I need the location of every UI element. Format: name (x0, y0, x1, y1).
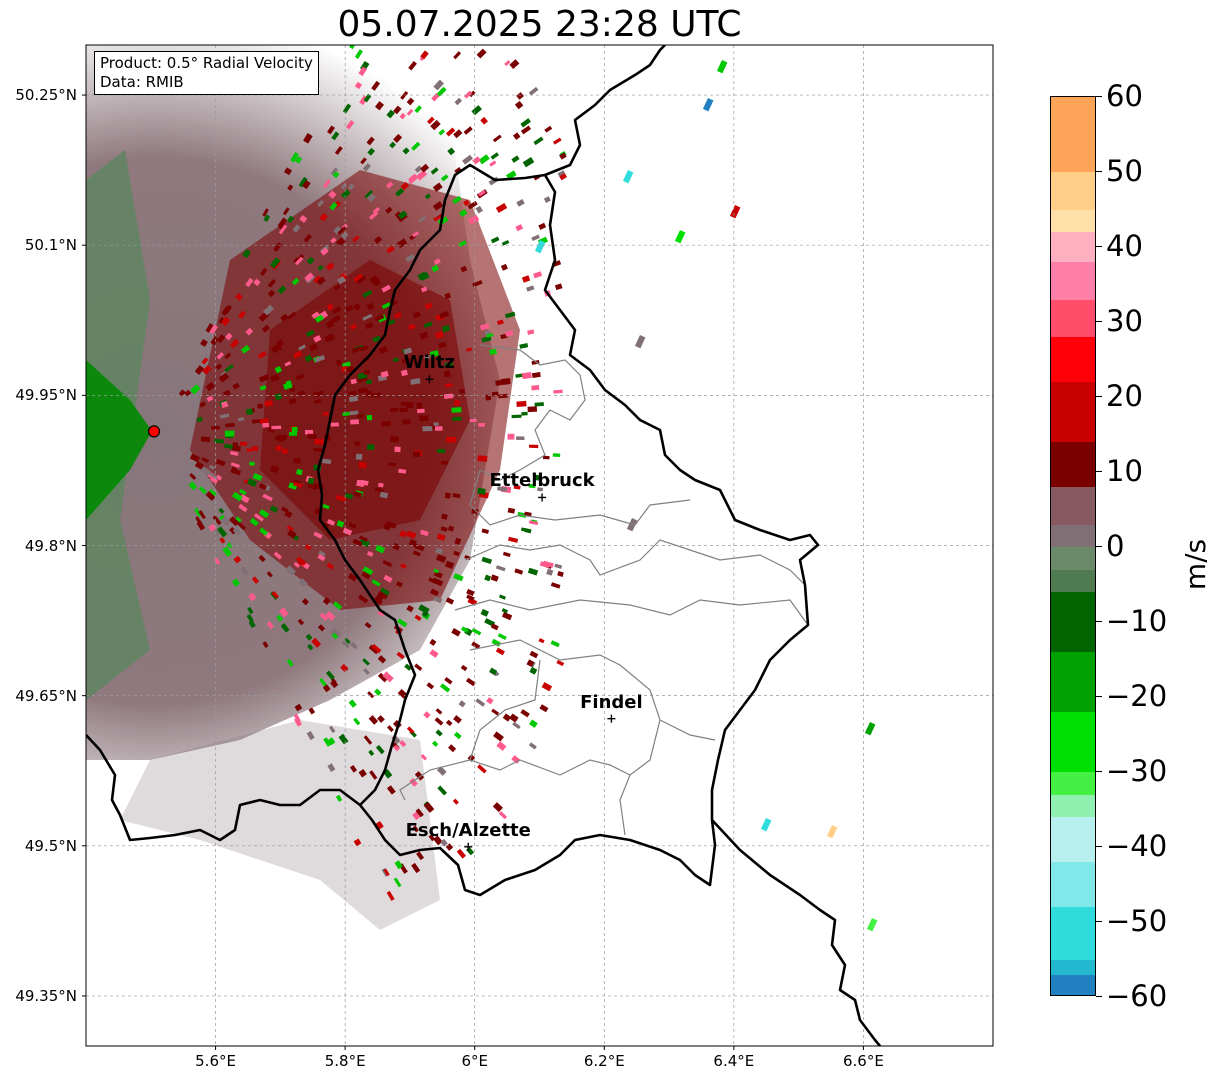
longitude-tick-label: 5.6°E (195, 1052, 236, 1070)
colorbar-segment (1051, 172, 1095, 210)
colorbar-tick-label: −40 (1106, 829, 1168, 863)
city-markers (425, 375, 616, 851)
colorbar-tick-mark (1096, 921, 1102, 922)
colorbar-segment (1051, 209, 1095, 232)
colorbar-tick-mark (1096, 546, 1102, 547)
colorbar-tick-label: 0 (1106, 529, 1125, 563)
radar-echo-layer (86, 45, 878, 932)
colorbar-segment (1051, 862, 1095, 907)
colorbar-tick-mark (1096, 396, 1102, 397)
axis-ticks (82, 94, 864, 1050)
colorbar-tick-mark (1096, 96, 1102, 97)
latitude-tick-label: 49.8°N (24, 536, 77, 555)
longitude-tick-label: 6.4°E (713, 1052, 755, 1070)
colorbar-tick-label: 30 (1106, 304, 1143, 338)
latitude-tick-label: 50.25°N (15, 86, 77, 105)
gridlines (86, 45, 993, 1046)
product-line: Product: 0.5° Radial Velocity (100, 54, 313, 72)
city-marker (464, 842, 473, 851)
colorbar-segment (1051, 959, 1095, 975)
colorbar-segment (1051, 524, 1095, 547)
colorbar-segment (1051, 712, 1095, 772)
colorbar-tick-label: −50 (1106, 904, 1168, 938)
data-source-line: Data: RMIB (100, 73, 184, 91)
colorbar-segment (1051, 569, 1095, 592)
colorbar-tick-label: −20 (1106, 679, 1168, 713)
city-marker (425, 375, 434, 384)
colorbar-segment (1051, 382, 1095, 442)
latitude-tick-label: 49.65°N (15, 686, 77, 705)
colorbar-tick-label: −60 (1106, 979, 1168, 1013)
colorbar-segment (1051, 907, 1095, 960)
colorbar-tick-mark (1096, 996, 1102, 997)
colorbar-tick-label: 20 (1106, 379, 1143, 413)
colorbar-unit-label: m/s (1179, 538, 1207, 591)
colorbar-tick-mark (1096, 771, 1102, 772)
city-label: Findel (580, 691, 643, 713)
colorbar-segment (1051, 547, 1095, 570)
border-luxembourg (316, 163, 820, 897)
colorbar-tick-label: −10 (1106, 604, 1168, 638)
colorbar-segment (1051, 262, 1095, 300)
border-belgium-france (86, 734, 361, 842)
colorbar-segment (1051, 232, 1095, 262)
city-label: Ettelbruck (489, 470, 595, 492)
latitude-tick-label: 50.1°N (24, 236, 77, 255)
colorbar-segment (1051, 817, 1095, 862)
canton-borders (399, 344, 809, 836)
colorbar-tick-mark (1096, 321, 1102, 322)
colorbar-tick-label: 40 (1106, 229, 1143, 263)
colorbar-segment (1051, 337, 1095, 382)
colorbar-segment (1051, 772, 1095, 795)
colorbar-segment (1051, 652, 1095, 712)
colorbar-tick-label: −30 (1106, 754, 1168, 788)
map-title: 05.07.2025 23:28 UTC (337, 4, 742, 45)
border-germany-france (711, 819, 881, 1046)
velocity-colorbar (1050, 96, 1096, 996)
echo-green-core (86, 360, 152, 520)
city-label: Esch/Alzette (405, 819, 531, 841)
colorbar-tick-mark (1096, 696, 1102, 697)
longitude-tick-label: 6.2°E (583, 1052, 625, 1070)
colorbar-segment (1051, 592, 1095, 652)
colorbar-segment (1051, 974, 1095, 995)
colorbar-tick-mark (1096, 621, 1102, 622)
product-info-box: Product: 0.5° Radial Velocity Data: RMIB (94, 51, 319, 95)
colorbar-segment (1051, 442, 1095, 487)
latitude-tick-label: 49.5°N (24, 836, 77, 855)
city-marker (607, 714, 616, 723)
colorbar-tick-label: 60 (1106, 79, 1143, 113)
colorbar-segment (1051, 794, 1095, 817)
colorbar-tick-mark (1096, 471, 1102, 472)
echo-speckles (178, 45, 878, 932)
city-marker (538, 493, 547, 502)
city-label: Wiltz (403, 352, 455, 374)
longitude-tick-label: 6.6°E (843, 1052, 884, 1070)
longitude-tick-label: 5.8°E (324, 1052, 366, 1070)
colorbar-segment (1051, 299, 1095, 337)
colorbar-tick-mark (1096, 246, 1102, 247)
colorbar-tick-label: 50 (1106, 154, 1143, 188)
colorbar-tick-mark (1096, 846, 1102, 847)
colorbar-tick-label: 10 (1106, 454, 1143, 488)
colorbar-segment (1051, 487, 1095, 525)
national-borders (86, 45, 881, 1046)
colorbar-segment (1051, 97, 1095, 172)
colorbar-tick-mark (1096, 171, 1102, 172)
radar-site-marker[interactable] (147, 425, 161, 438)
latitude-tick-label: 49.95°N (15, 386, 77, 405)
longitude-tick-label: 6°E (461, 1052, 488, 1070)
border-germany-north (544, 45, 666, 177)
latitude-tick-label: 49.35°N (15, 986, 77, 1005)
